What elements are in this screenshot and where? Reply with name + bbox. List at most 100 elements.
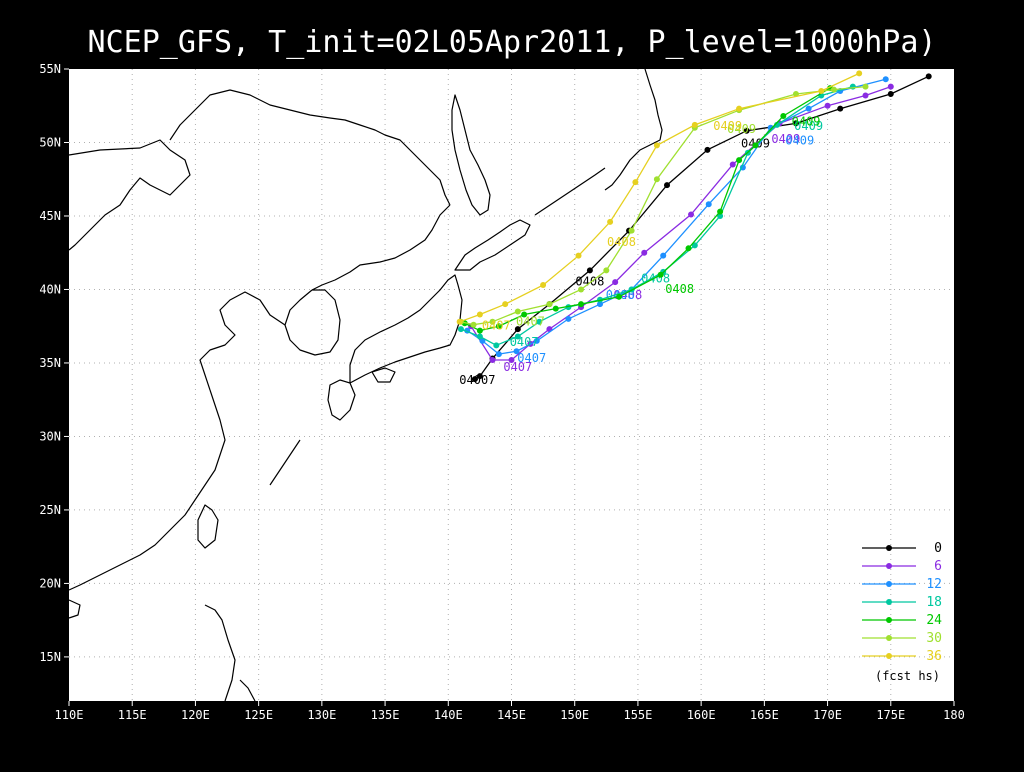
y-tick-label: 35N — [39, 356, 61, 370]
x-tick-label: 165E — [750, 708, 779, 722]
track-point — [704, 146, 711, 153]
legend-marker — [886, 617, 892, 623]
track-point — [882, 76, 889, 83]
map-title: NCEP_GFS, T_init=02L05Apr2011, P_level=1… — [88, 25, 937, 60]
track-point — [743, 127, 750, 134]
track-date-label: 0409 — [713, 119, 742, 133]
track-point — [470, 321, 477, 328]
track-point — [603, 267, 610, 274]
track-point — [780, 113, 787, 120]
legend-marker — [886, 653, 892, 659]
track-point — [514, 308, 521, 315]
track-point — [489, 357, 496, 364]
x-tick-label: 145E — [497, 708, 526, 722]
x-tick-label: 155E — [623, 708, 652, 722]
track-point — [479, 337, 486, 344]
track-date-label: 0407 — [482, 319, 511, 333]
track-point — [705, 201, 712, 208]
track-point — [792, 120, 799, 127]
track-36h: 0407 0408 0409 — [456, 70, 863, 333]
track-point — [476, 373, 483, 380]
track-point — [546, 301, 553, 308]
track-point — [536, 318, 543, 325]
track-point — [615, 293, 622, 300]
track-point — [717, 208, 724, 215]
track-point — [824, 102, 831, 109]
track-point — [729, 161, 736, 168]
track-point — [657, 271, 664, 278]
track-point — [586, 267, 593, 274]
y-tick-label: 25N — [39, 503, 61, 517]
track-point — [862, 83, 869, 90]
x-tick-label: 160E — [687, 708, 716, 722]
coast-sakhalin — [451, 94, 491, 216]
track-point — [664, 182, 671, 189]
legend-label: 12 — [926, 577, 942, 592]
legend-caption: (fcst hs) — [875, 669, 940, 683]
coast-ryukyu — [269, 439, 301, 486]
track-date-label: 0409 — [792, 114, 821, 128]
coast-honshu — [349, 274, 463, 384]
x-tick-label: 140E — [434, 708, 463, 722]
track-point — [653, 176, 660, 183]
y-tick-label: 30N — [39, 429, 61, 443]
coast-china-east — [68, 389, 226, 591]
y-tick-label: 50N — [39, 135, 61, 149]
coast-bohai — [199, 291, 286, 391]
coast-china-north — [311, 204, 451, 291]
track-date-label: 0407 — [516, 314, 545, 328]
track-date-label: 0407 — [503, 360, 532, 374]
track-date-label: 0408 — [575, 275, 604, 289]
coast-taiwan — [197, 504, 219, 549]
legend-marker — [886, 563, 892, 569]
grid-lines — [69, 69, 954, 701]
track-point — [578, 286, 585, 293]
legend-marker — [886, 599, 892, 605]
coast-korea — [284, 289, 341, 356]
track-date-label: 0407 — [517, 351, 546, 365]
track-point — [830, 86, 837, 93]
coast-okhotsk — [68, 139, 191, 251]
track-point — [736, 105, 743, 112]
track-date-label: 04007 — [459, 373, 495, 387]
track-point — [552, 305, 559, 312]
x-tick-label: 130E — [307, 708, 336, 722]
track-point — [856, 70, 863, 77]
coast-siberia — [169, 89, 451, 206]
track-point — [717, 212, 724, 219]
coast-kamchatka — [604, 68, 663, 191]
legend-marker — [886, 545, 892, 551]
forecast-tracks: 0400704080409040704080409040704080409040… — [456, 70, 932, 387]
legend-marker — [886, 581, 892, 587]
x-tick-label: 110E — [55, 708, 84, 722]
track-point — [628, 227, 635, 234]
track-line — [464, 87, 831, 332]
x-tick-label: 135E — [371, 708, 400, 722]
track-point — [805, 105, 812, 112]
x-tick-label: 125E — [244, 708, 273, 722]
track-point — [925, 73, 932, 80]
track-point — [837, 105, 844, 112]
legend-entry: 12 — [862, 577, 942, 592]
legend-entry: 0 — [862, 541, 942, 556]
track-point — [575, 252, 582, 259]
track-point — [685, 245, 692, 252]
axis-tick-labels: 110E 115E 120E 125E 130E 135E 140E 145E 150E 155E… — [39, 62, 965, 722]
coastlines — [68, 68, 663, 702]
x-tick-label: 150E — [560, 708, 589, 722]
coast-hokkaido — [454, 219, 531, 271]
track-date-label: 0408 — [607, 235, 636, 249]
y-tick-label: 40N — [39, 282, 61, 296]
track-point — [471, 376, 478, 383]
y-tick-label: 20N — [39, 576, 61, 590]
track-point — [476, 311, 483, 318]
legend-entry: 30 — [862, 631, 942, 646]
track-point — [849, 83, 856, 90]
x-tick-label: 170E — [813, 708, 842, 722]
y-tick-label: 45N — [39, 209, 61, 223]
track-point — [514, 333, 521, 340]
track-point — [578, 301, 585, 308]
track-date-label: 0409 — [794, 119, 823, 133]
